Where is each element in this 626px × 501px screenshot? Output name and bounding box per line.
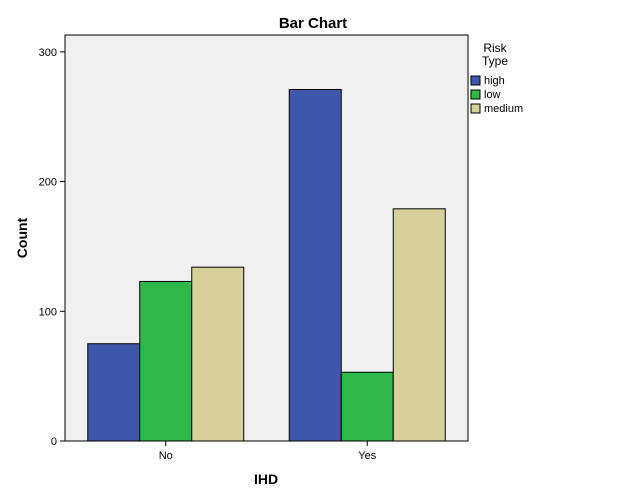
bar-high-yes	[288, 88, 342, 442]
bar-low-yes	[340, 371, 394, 442]
legend-swatch-low	[470, 89, 481, 100]
x-tick-label: Yes	[358, 450, 376, 462]
y-tick-label: 300	[39, 47, 57, 59]
legend-label-low: low	[484, 89, 501, 101]
bar-medium-yes	[392, 208, 446, 442]
bar-low-no	[139, 280, 193, 442]
y-tick-label: 200	[39, 177, 57, 189]
legend-title: Type	[482, 54, 508, 68]
x-tick-label: No	[159, 450, 173, 462]
legend-swatch-high	[470, 75, 481, 86]
chart-title: Bar Chart	[279, 15, 347, 32]
y-axis-title: Count	[14, 217, 30, 258]
bars	[87, 88, 446, 442]
y-axis: 0 100 200 300	[39, 47, 65, 448]
legend-label-high: high	[484, 75, 505, 87]
bar-medium-no	[191, 266, 245, 442]
legend-title: Risk	[483, 41, 507, 55]
bar-high-no	[87, 343, 141, 442]
x-axis-title: IHD	[254, 471, 278, 487]
legend-swatch-medium	[470, 103, 481, 114]
y-tick-label: 0	[51, 436, 57, 448]
legend-label-medium: medium	[484, 103, 523, 115]
x-axis: No Yes	[159, 441, 377, 462]
y-tick-label: 100	[39, 306, 57, 318]
